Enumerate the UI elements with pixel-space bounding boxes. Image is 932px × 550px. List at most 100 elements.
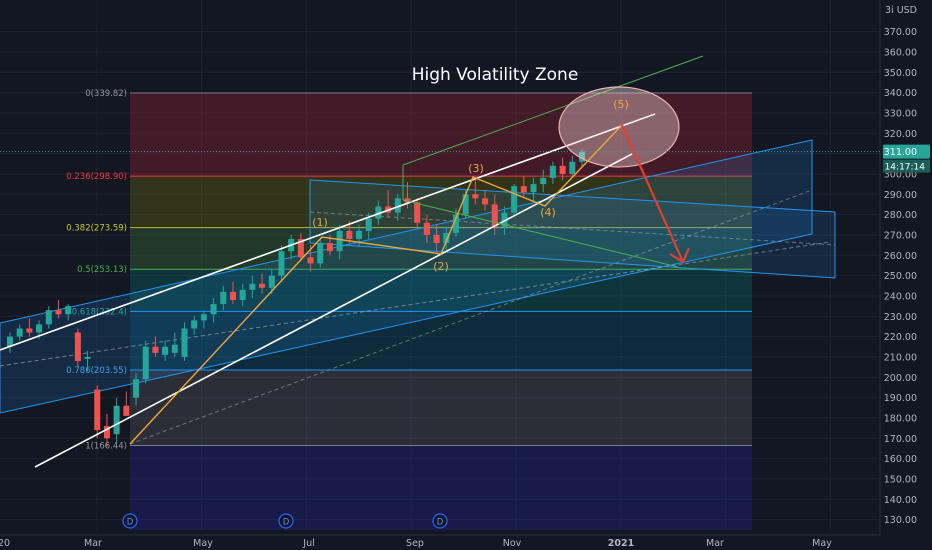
candle [94, 385, 100, 438]
candle [123, 392, 129, 416]
candle-body [172, 345, 178, 353]
candle-body [133, 379, 139, 397]
wave-label: (4) [540, 206, 556, 219]
candle-body [201, 314, 207, 320]
y-tick-label: 190.00 [884, 393, 917, 404]
candle-body [162, 347, 168, 355]
candle-body [114, 406, 120, 434]
candle-body [346, 231, 352, 239]
y-tick-label: 200.00 [884, 373, 917, 384]
candle-body [531, 184, 537, 192]
y-tick-label: 170.00 [884, 434, 917, 445]
y-tick-label: 370.00 [884, 27, 917, 38]
candle-body [308, 257, 314, 263]
candle-body [414, 202, 420, 222]
countdown-value: 14:17:14 [885, 163, 926, 173]
candle-body [550, 166, 556, 178]
x-tick-label: 20 [0, 538, 10, 549]
candle-body [191, 320, 197, 328]
fib-level-label: 0(339.82) [85, 89, 127, 99]
candle-body [94, 389, 100, 430]
candle-body [424, 223, 430, 235]
event-marker-label: D [283, 518, 290, 528]
candle-body [463, 194, 469, 214]
fib-level-label: 0.236(298.90) [66, 172, 127, 182]
y-tick-label: 340.00 [884, 88, 917, 99]
wave-label: (3) [468, 162, 484, 175]
candle-body [46, 310, 52, 324]
candle-body [249, 284, 255, 290]
candle-body [521, 186, 527, 192]
candle [317, 239, 323, 267]
candle-body [220, 292, 226, 304]
candle-body [337, 231, 343, 251]
candle-body [366, 219, 372, 231]
candle [114, 398, 120, 445]
wave-label: (1) [312, 216, 328, 229]
candle-body [540, 178, 546, 184]
y-tick-label: 160.00 [884, 454, 917, 465]
x-tick-label: Jul [302, 538, 314, 549]
y-tick-label: 150.00 [884, 474, 917, 485]
x-tick-label: 2021 [608, 538, 634, 549]
candle-body [492, 204, 498, 226]
candle-body [17, 328, 23, 336]
event-marker[interactable]: D [433, 514, 447, 528]
chart-title: High Volatility Zone [412, 65, 579, 85]
candle-body [569, 162, 575, 174]
y-tick-label: 220.00 [884, 332, 917, 343]
candle-body [143, 347, 149, 380]
y-tick-label: 270.00 [884, 230, 917, 241]
candle-body [182, 328, 188, 356]
x-tick-label: May [812, 538, 832, 549]
x-tick-label: Nov [503, 538, 522, 549]
candle-body [356, 231, 362, 239]
y-tick-label: 260.00 [884, 251, 917, 262]
candle-body [230, 292, 236, 300]
y-tick-label: 320.00 [884, 129, 917, 140]
candle-body [511, 186, 517, 212]
fib-band [130, 370, 752, 445]
candle-body [560, 166, 566, 174]
candle-body [211, 304, 217, 314]
currency-label: 3i USD [885, 5, 917, 16]
fib-level-label: 1(166.44) [85, 442, 127, 452]
candle [143, 341, 149, 384]
wave-label: (5) [613, 98, 629, 111]
y-tick-label: 180.00 [884, 413, 917, 424]
candle-body [240, 290, 246, 300]
event-marker[interactable]: D [279, 514, 293, 528]
candle-body [278, 251, 284, 275]
candle [511, 184, 517, 217]
candle-body [85, 357, 91, 359]
y-tick-label: 210.00 [884, 352, 917, 363]
candle-body [75, 333, 81, 361]
last-price-value: 311.00 [884, 147, 917, 158]
x-tick-label: Sep [406, 538, 424, 549]
y-tick-label: 140.00 [884, 495, 917, 506]
x-tick-label: Mar [84, 538, 102, 549]
candle-body [65, 306, 71, 314]
candle-body [55, 310, 61, 314]
wave-label: (2) [433, 260, 449, 273]
candle-body [434, 235, 440, 243]
x-tick-label: Mar [706, 538, 724, 549]
y-tick-label: 240.00 [884, 291, 917, 302]
candle-body [26, 328, 32, 332]
candle-body [123, 406, 129, 416]
y-tick-label: 280.00 [884, 210, 917, 221]
y-tick-label: 360.00 [884, 47, 917, 58]
y-tick-label: 350.00 [884, 68, 917, 79]
y-tick-label: 230.00 [884, 312, 917, 323]
candle-body [327, 243, 333, 251]
y-tick-label: 290.00 [884, 190, 917, 201]
fib-level-label: 0.382(273.59) [66, 224, 127, 234]
y-tick-label: 130.00 [884, 515, 917, 526]
candle-body [472, 194, 478, 198]
event-marker[interactable]: D [123, 514, 137, 528]
x-tick-label: May [193, 538, 213, 549]
candle-body [152, 347, 158, 353]
candle-body [259, 284, 265, 288]
y-tick-label: 330.00 [884, 108, 917, 119]
